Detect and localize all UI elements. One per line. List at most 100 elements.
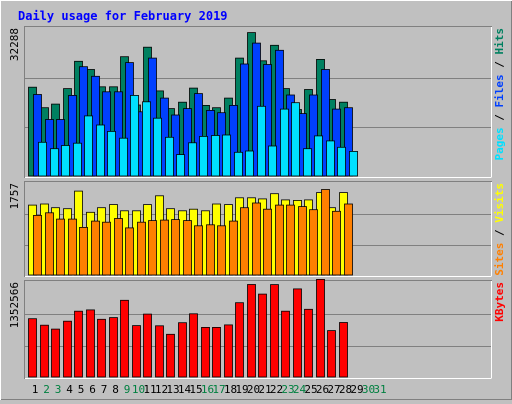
bar-files-day-15 (194, 93, 203, 177)
legend-label: KBytes (493, 282, 506, 322)
bar-sites-day-5 (79, 226, 88, 276)
bar-kbytes-day-22 (270, 284, 279, 378)
legend-label: Visits (493, 183, 506, 223)
bar-sites-day-12 (160, 219, 169, 276)
bar-pages-day-2 (50, 148, 59, 177)
bar-kbytes-day-25 (304, 308, 313, 378)
bar-kbytes-day-12 (155, 325, 164, 378)
x-tick-label-day-2: 2 (43, 383, 50, 396)
bar-sites-day-17 (217, 225, 226, 276)
x-tick-label-day-19: 19 (235, 383, 248, 396)
bar-pages-day-13 (176, 154, 185, 177)
bar-kbytes-day-27 (327, 330, 336, 378)
bar-sites-day-4 (68, 218, 77, 276)
bar-pages-day-19 (245, 150, 254, 177)
bar-kbytes-day-14 (178, 322, 187, 378)
bar-sites-day-25 (309, 209, 318, 276)
x-tick-label-day-21: 21 (258, 383, 271, 396)
x-tick-label-day-28: 28 (339, 383, 352, 396)
chart-panels: 32288 Pages / Files / Hits 1757 Sites / Vis… (8, 26, 506, 379)
bar-sites-day-21 (263, 208, 272, 276)
x-tick-label-day-18: 18 (224, 383, 237, 396)
bar-pages-day-11 (153, 117, 162, 177)
bar-sites-day-24 (298, 206, 307, 276)
x-tick-label-day-30: 30 (362, 383, 375, 396)
bar-pages-day-26 (326, 140, 335, 177)
bar-sites-day-1 (33, 214, 42, 276)
bar-pages-day-17 (222, 134, 231, 177)
legend-label: Files (493, 74, 506, 107)
x-tick-label-day-10: 10 (132, 383, 145, 396)
bar-sites-day-16 (206, 224, 215, 276)
bar-kbytes-day-18 (224, 324, 233, 378)
legend-kbytes: KBytes (493, 282, 506, 322)
bar-kbytes-day-21 (258, 293, 267, 378)
bar-sites-day-2 (45, 212, 54, 276)
bar-sites-day-28 (344, 203, 353, 276)
x-tick-label-day-6: 6 (89, 383, 96, 396)
x-tick-label-day-1: 1 (32, 383, 39, 396)
bar-sites-day-9 (125, 227, 134, 276)
bar-sites-day-26 (321, 189, 330, 276)
x-tick-label-day-4: 4 (66, 383, 73, 396)
bar-files-day-14 (183, 108, 192, 177)
bar-pages-day-14 (188, 142, 197, 177)
legend-label: / (493, 223, 506, 243)
x-tick-label-day-15: 15 (189, 383, 202, 396)
bar-pages-day-24 (303, 148, 312, 177)
bar-sites-day-6 (91, 220, 100, 276)
bar-kbytes-day-7 (97, 318, 106, 378)
x-tick-label-day-13: 13 (166, 383, 179, 396)
legend-label: Pages (493, 127, 506, 160)
bar-sites-day-18 (229, 220, 238, 276)
bar-kbytes-day-17 (212, 326, 221, 378)
bar-files-day-4 (68, 95, 77, 177)
x-tick-label-day-8: 8 (112, 383, 119, 396)
bar-kbytes-day-8 (109, 317, 118, 378)
bar-pages-day-15 (199, 135, 208, 177)
bar-pages-day-6 (96, 124, 105, 177)
x-tick-label-day-14: 14 (178, 383, 192, 396)
bar-pages-day-28 (349, 150, 358, 177)
bar-pages-day-1 (38, 141, 47, 177)
bar-pages-day-7 (107, 130, 116, 177)
bar-kbytes-day-11 (143, 313, 152, 378)
panel-kbytes: 1352566 KBytes (8, 278, 506, 379)
bar-sites-day-13 (171, 219, 180, 276)
legend-label: / (493, 55, 506, 75)
x-tick-label-day-26: 26 (316, 383, 329, 396)
y-axis-max-label: 1757 (8, 183, 21, 210)
bar-sites-day-7 (102, 221, 111, 276)
bar-pages-day-5 (84, 115, 93, 177)
bar-kbytes-day-3 (51, 328, 60, 378)
bar-pages-day-27 (337, 146, 346, 177)
bar-pages-day-25 (314, 135, 323, 177)
bar-sites-day-23 (286, 204, 295, 276)
x-tick-label-day-20: 20 (247, 383, 260, 396)
bar-kbytes-day-1 (28, 318, 37, 378)
legend-sites_visits: Sites / Visits (493, 183, 506, 276)
bar-pages-day-8 (119, 137, 128, 177)
bar-kbytes-day-5 (74, 310, 83, 378)
legend-label: Sites (493, 243, 506, 276)
bar-kbytes-day-6 (86, 309, 95, 378)
bar-kbytes-day-19 (235, 302, 244, 378)
bar-pages-day-3 (61, 145, 70, 177)
legend-label: / (493, 108, 506, 128)
bar-kbytes-day-20 (247, 284, 256, 378)
bar-pages-day-10 (142, 101, 151, 177)
bar-sites-day-3 (56, 218, 65, 276)
bar-sites-day-10 (137, 221, 146, 276)
legend-label: Hits (493, 28, 506, 55)
x-tick-label-day-12: 12 (155, 383, 168, 396)
bar-kbytes-day-4 (63, 320, 72, 378)
x-tick-label-day-3: 3 (55, 383, 62, 396)
x-tick-label-day-7: 7 (101, 383, 108, 396)
x-tick-label-day-9: 9 (124, 383, 131, 396)
bar-pages-day-18 (234, 151, 243, 177)
bar-kbytes-day-15 (189, 313, 198, 378)
x-tick-label-day-23: 23 (281, 383, 294, 396)
x-tick-label-day-25: 25 (304, 383, 317, 396)
